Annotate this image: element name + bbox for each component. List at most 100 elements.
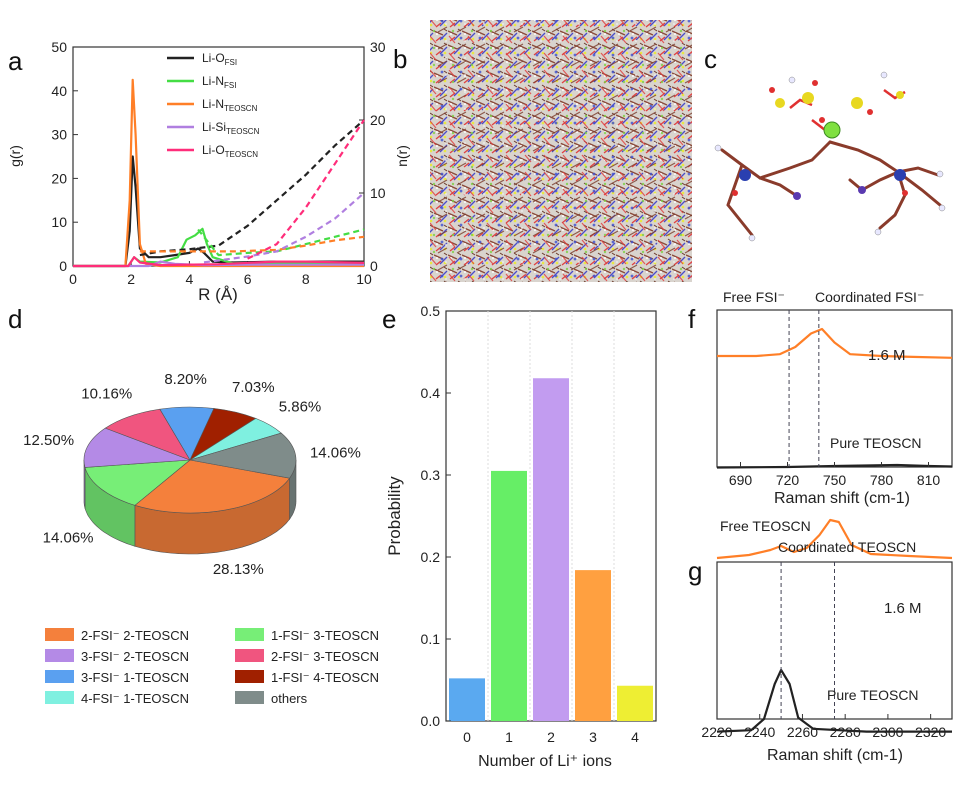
a-legend-label: Li-SiTEOSCN: [202, 120, 260, 136]
a-ytick-label: 0: [59, 258, 67, 274]
panel-letter-e: e: [382, 304, 396, 334]
a-xtick-label: 6: [244, 271, 252, 287]
e-xtick-label: 3: [589, 729, 597, 745]
panel-a-legend: Li-OFSI Li-NFSI Li-NTEOSCN Li-SiTEOSCN Li-OT…: [167, 51, 260, 159]
g-plot-series-line: [716, 518, 953, 560]
a-ytick-label: 20: [51, 170, 67, 186]
panel-e-xlabel: Number of Li⁺ ions: [478, 753, 612, 770]
f-plot-xtick-label: 780: [870, 472, 894, 488]
e-xtick-label: 1: [505, 729, 513, 745]
a-y2tick-label: 30: [370, 39, 386, 55]
legend-swatch: [45, 649, 74, 662]
legend-swatch: [235, 691, 264, 704]
e-bar: [617, 685, 653, 721]
pie-slice: [134, 459, 291, 514]
panel-c-molecular-structure: [714, 71, 946, 242]
pie-percent-label: 5.86%: [279, 399, 322, 416]
f-plot-xtick-label: 810: [917, 472, 941, 488]
panel-d-legend: 2-FSI⁻ 2-TEOSCN 1-FSI⁻ 3-TEOSCN 3-FSI⁻ 2-T…: [45, 628, 379, 706]
pie-slice: [83, 427, 191, 468]
legend-swatch: [45, 628, 74, 641]
g-plot-xtick-label: 2240: [744, 724, 775, 740]
e-bar: [575, 570, 611, 721]
a-ytick-label: 50: [51, 39, 67, 55]
e-ytick-label: 0.3: [421, 467, 441, 483]
pie-percent-label: 14.06%: [310, 445, 361, 462]
legend-label: 2-FSI⁻ 3-TEOSCN: [271, 649, 379, 664]
panel-g-label-conc: 1.6 M: [884, 600, 922, 617]
g-plot-xtick-label: 2260: [787, 724, 818, 740]
pie-percent-label: 10.16%: [81, 385, 132, 402]
panel-letter-a: a: [8, 46, 23, 76]
a-nr-series-line: [139, 119, 365, 257]
g-plot-xtick-label: 2300: [872, 724, 903, 740]
panel-a-ylabel-left: g(r): [7, 145, 23, 167]
panel-letter-f: f: [688, 304, 696, 334]
legend-swatch: [45, 670, 74, 683]
panel-a-xlabel: R (Å): [198, 285, 238, 304]
f-plot-series-line: [716, 463, 953, 469]
pie-percent-label: 7.03%: [232, 379, 275, 396]
g-plot-xtick-label: 2220: [701, 724, 732, 740]
e-xtick-label: 0: [463, 729, 471, 745]
a-legend-label: Li-OTEOSCN: [202, 143, 258, 159]
a-nr-series-line: [139, 235, 365, 253]
a-ytick-label: 10: [51, 214, 67, 230]
e-bar: [491, 470, 527, 721]
pie-slice: [84, 459, 191, 506]
panel-f-label-free: Free FSI⁻: [723, 289, 785, 305]
e-ytick-label: 0.2: [421, 549, 441, 565]
a-nr-series-line: [247, 119, 365, 260]
f-plot-xtick-label: 720: [776, 472, 800, 488]
legend-label: 3-FSI⁻ 1-TEOSCN: [81, 670, 189, 685]
a-legend-label: Li-NTEOSCN: [202, 97, 258, 113]
panel-g-xlabel: Raman shift (cm-1): [767, 747, 903, 764]
legend-label: others: [271, 691, 308, 706]
g-plot-xtick-label: 2280: [830, 724, 861, 740]
pie-percent-label: 28.13%: [213, 561, 264, 578]
legend-label: 3-FSI⁻ 2-TEOSCN: [81, 649, 189, 664]
panel-letter-g: g: [688, 556, 702, 586]
f-plot-xtick-label: 750: [823, 472, 847, 488]
legend-swatch: [45, 691, 74, 704]
legend-label: 1-FSI⁻ 4-TEOSCN: [271, 670, 379, 685]
panel-f-xlabel: Raman shift (cm-1): [774, 490, 910, 507]
pie-percent-label: 14.06%: [43, 529, 94, 546]
legend-label: 4-FSI⁻ 1-TEOSCN: [81, 691, 189, 706]
a-y2tick-label: 0: [370, 258, 378, 274]
panel-f-label-coord: Coordinated FSI⁻: [815, 289, 924, 305]
e-ytick-label: 0.4: [421, 385, 441, 401]
panel-b-md-snapshot: [430, 20, 692, 282]
panel-f-label-pure: Pure TEOSCN: [830, 435, 922, 451]
a-ytick-label: 40: [51, 83, 67, 99]
e-xtick-label: 4: [631, 729, 639, 745]
panel-g-label-coord: Coordinated TEOSCN: [778, 539, 916, 555]
f-plot-xtick-label: 690: [729, 472, 753, 488]
panel-g-label-free: Free TEOSCN: [720, 518, 811, 534]
pie-slice: [189, 432, 297, 479]
a-xtick-label: 0: [69, 271, 77, 287]
a-nr-series-line: [203, 192, 365, 264]
e-ytick-label: 0.1: [421, 631, 441, 647]
legend-swatch: [235, 670, 264, 683]
panel-g-raman: 2220 2240 2260 2280 2300 2320 Free TEOSCN Coo…: [701, 518, 953, 764]
legend-swatch: [235, 649, 264, 662]
panel-letter-b: b: [393, 44, 407, 74]
legend-label: 1-FSI⁻ 3-TEOSCN: [271, 628, 379, 643]
g-plot-series-line: [716, 668, 952, 733]
panel-e-bar: 0.0 0.1 0.2 0.3 0.4 0.5 0 1 2 3 4 Probability Numb…: [385, 303, 657, 770]
panel-letter-d: d: [8, 304, 22, 334]
legend-swatch: [235, 628, 264, 641]
panel-g-label-pure: Pure TEOSCN: [827, 687, 919, 703]
a-xtick-label: 10: [356, 271, 372, 287]
pie-percent-label: 12.50%: [23, 432, 74, 449]
e-bar: [449, 678, 485, 721]
panel-f-raman: 690 720 750 780 810 Free FSI⁻ Coordinated FS…: [716, 289, 953, 507]
a-y2tick-label: 20: [370, 112, 386, 128]
a-gr-series-line: [73, 256, 365, 268]
e-bar: [533, 378, 569, 721]
e-ytick-label: 0.5: [421, 303, 441, 319]
panel-a-ylabel-right: n(r): [394, 145, 410, 167]
a-y2tick-label: 10: [370, 185, 386, 201]
